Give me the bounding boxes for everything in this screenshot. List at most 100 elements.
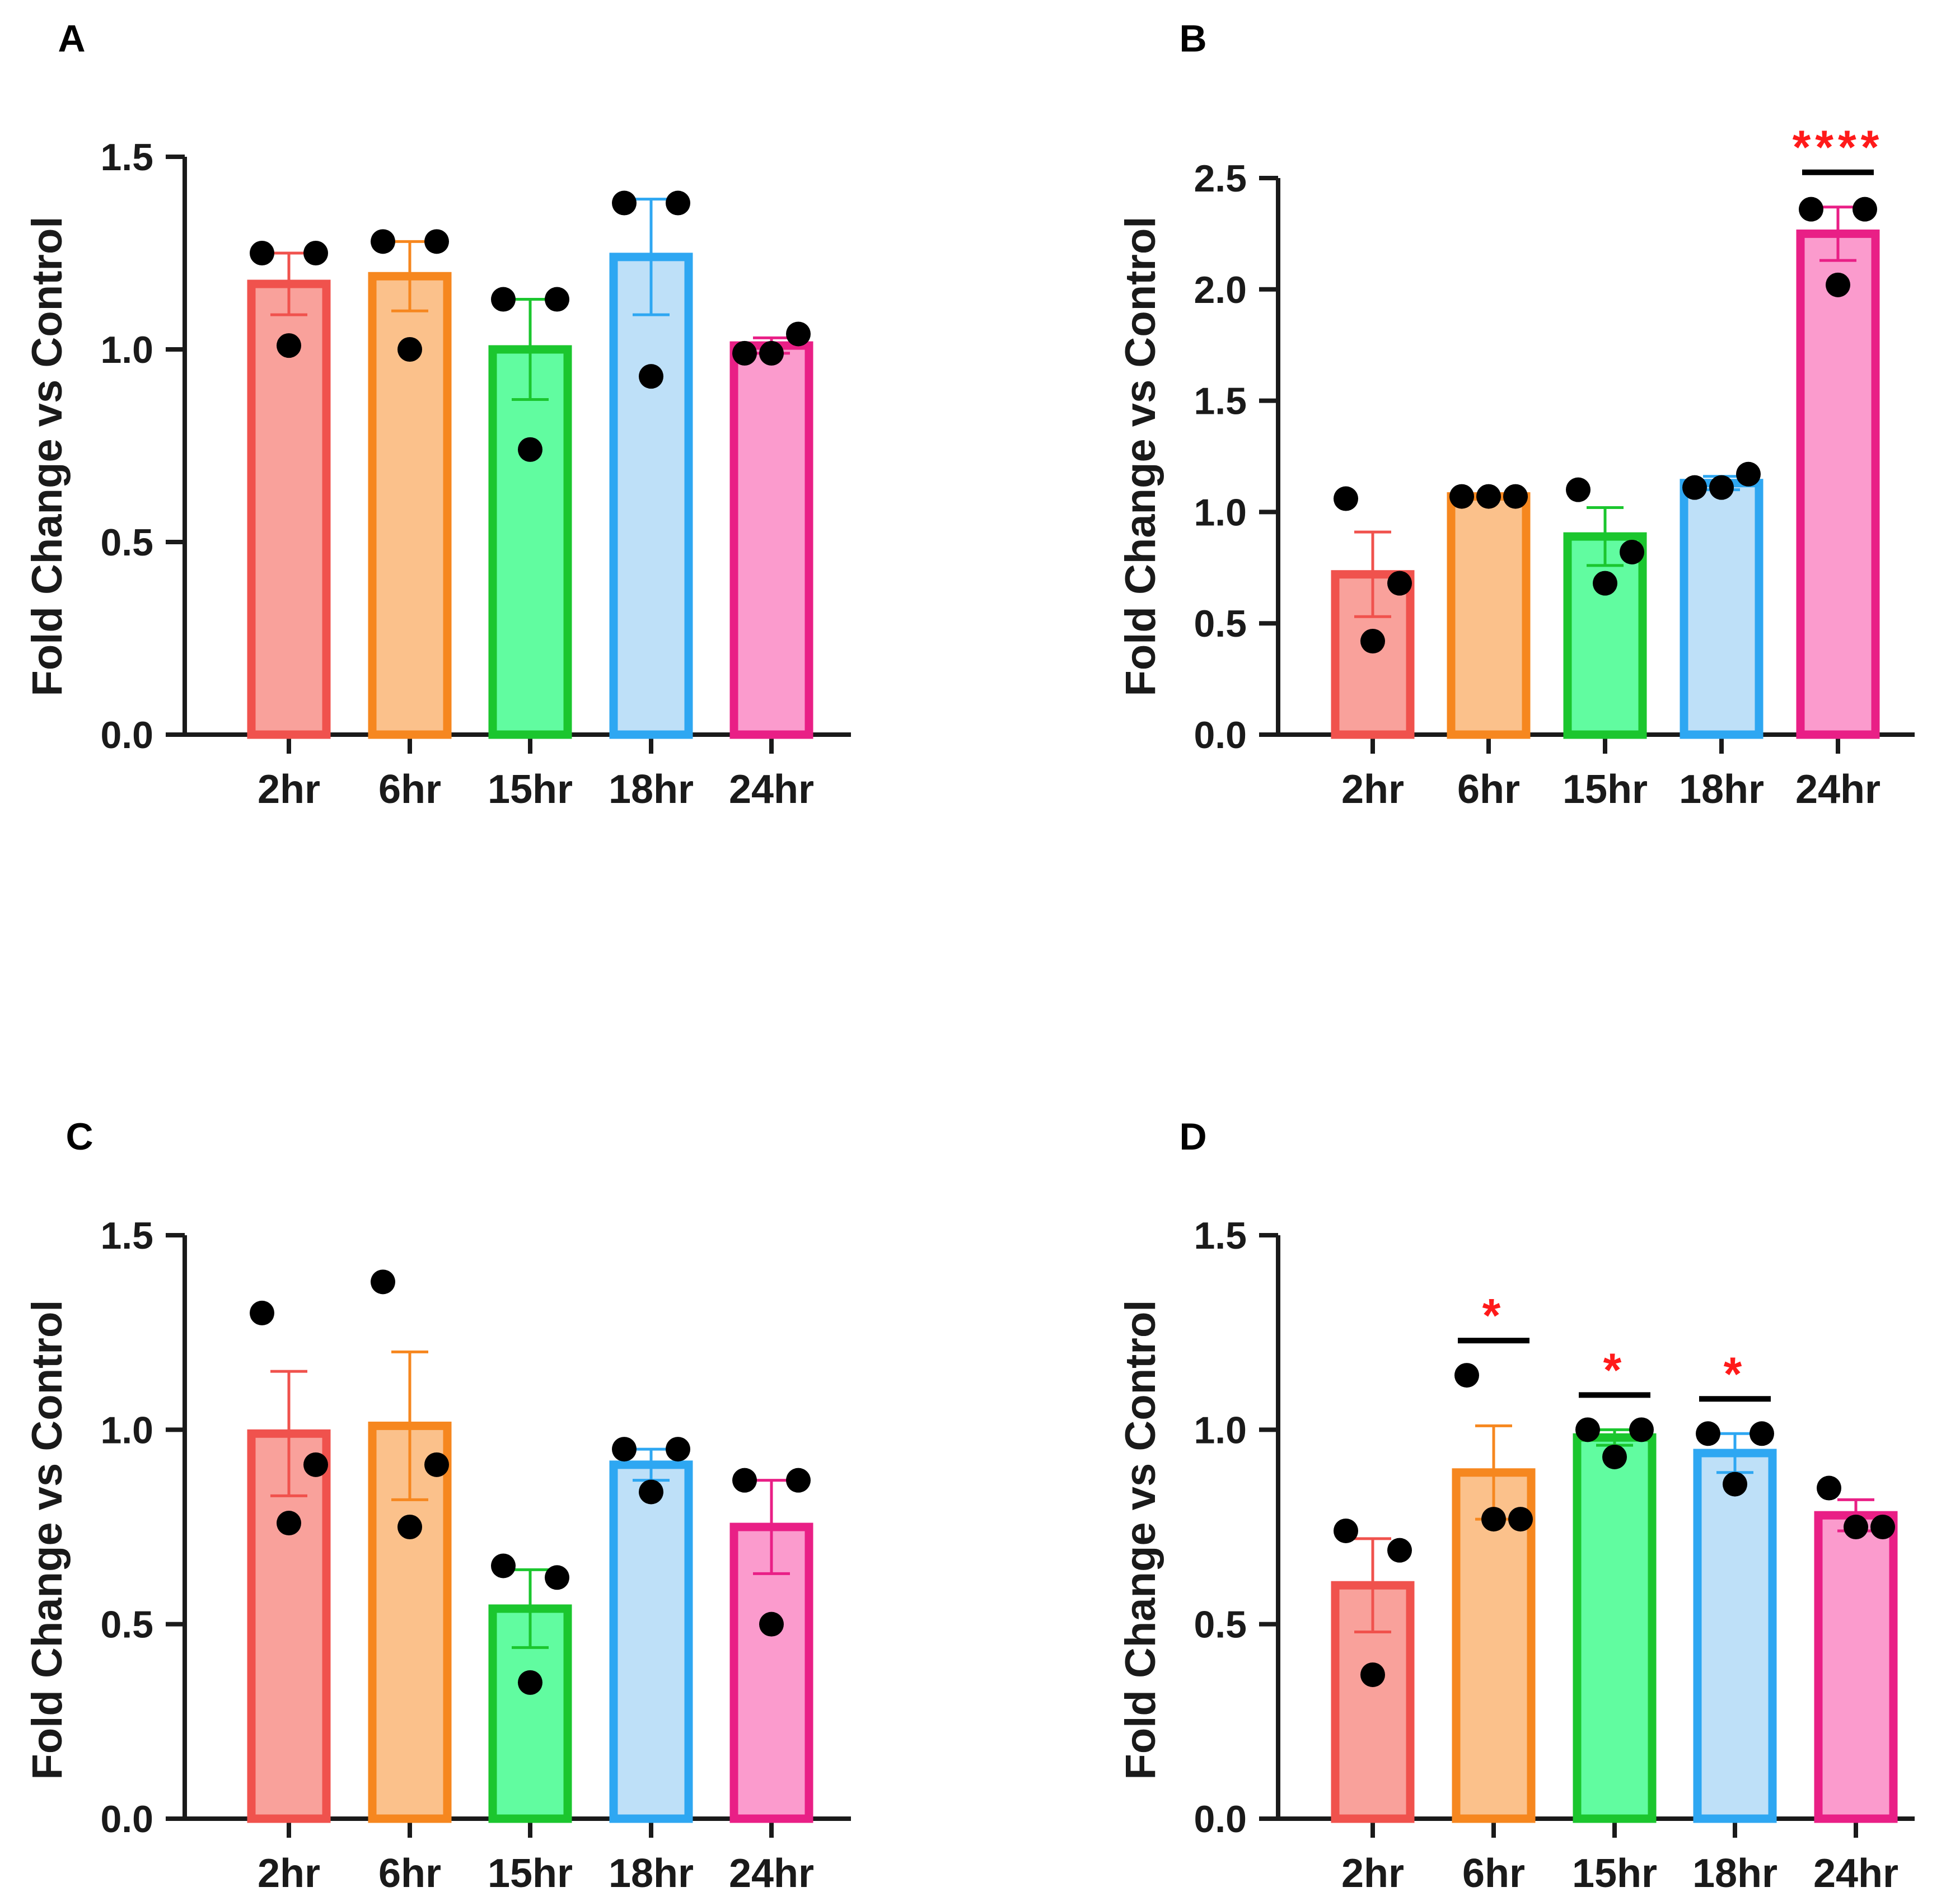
bar-group-6hr: 6hr: [368, 1269, 452, 1896]
bar-group-2hr: 2hr: [247, 1300, 331, 1896]
data-point-18hr: [612, 190, 637, 216]
data-point-2hr: [277, 1511, 301, 1536]
y-tick-label: 1.0: [1194, 491, 1247, 534]
x-tick-label-18hr: 18hr: [1692, 1851, 1777, 1896]
y-tick-label: 1.5: [100, 136, 153, 179]
panel-c: C Fold Change vs Control 0.0 0.5 1.0 1.5 2hr…: [24, 1115, 851, 1896]
y-tick-label: 0.5: [100, 521, 153, 564]
data-point-18hr: [1750, 1421, 1774, 1446]
panel-label-a: A: [58, 17, 85, 60]
panel-label-d: D: [1179, 1115, 1206, 1158]
bar-group-6hr: 6hr: [368, 229, 452, 812]
y-tick-label: 0.5: [1194, 602, 1247, 645]
bar-15hr: [488, 1604, 572, 1823]
x-tick-label-2hr: 2hr: [258, 1851, 320, 1896]
data-point-15hr: [1566, 477, 1591, 502]
significance-asterisks: ****: [1793, 121, 1884, 174]
data-point-15hr: [1575, 1417, 1600, 1442]
data-point-24hr: [786, 321, 811, 347]
bar-group-18hr: 18hr: [1679, 461, 1764, 812]
y-tick-label: 1.5: [100, 1215, 153, 1257]
x-tick-label-15hr: 15hr: [488, 1851, 573, 1896]
data-point-2hr: [1387, 1538, 1412, 1563]
data-point-6hr: [424, 229, 449, 254]
bar-group-24hr: 24hr: [1813, 1475, 1898, 1896]
bar-group-6hr: 6hr: [1447, 484, 1531, 812]
data-point-2hr: [1334, 1518, 1358, 1543]
x-tick-label-24hr: 24hr: [729, 1851, 814, 1896]
x-tick-label-6hr: 6hr: [1457, 767, 1520, 812]
panel-d: D Fold Change vs Control 0.0 0.5 1.0 1.5 2hr…: [1117, 1115, 1915, 1896]
data-point-18hr: [639, 364, 663, 389]
data-point-2hr: [1334, 486, 1358, 511]
x-tick-label-15hr: 15hr: [1572, 1851, 1657, 1896]
panel-b: B Fold Change vs Control 0.0 0.5 1.0 1.5 2.0…: [1117, 17, 1915, 812]
bar-group-18hr: 18hr *: [1692, 1347, 1777, 1896]
data-point-15hr: [1620, 539, 1644, 564]
data-point-15hr: [491, 1553, 516, 1578]
bar-2hr: [247, 279, 331, 739]
x-tick-label-18hr: 18hr: [1679, 767, 1764, 812]
bar-group-18hr: 18hr: [609, 190, 694, 812]
x-tick-label-24hr: 24hr: [1813, 1851, 1898, 1896]
data-point-24hr: [732, 340, 757, 366]
data-point-24hr: [759, 1612, 784, 1637]
data-point-18hr: [639, 1479, 663, 1505]
panel-label-c: C: [66, 1115, 93, 1158]
x-tick-label-2hr: 2hr: [1341, 1851, 1404, 1896]
panel-a: A Fold Change vs Control 0.0 0.5 1.0 1.5 2hr…: [24, 17, 851, 812]
data-point-6hr: [397, 337, 422, 362]
bar-group-24hr: 24hr ****: [1793, 121, 1884, 812]
y-axis-label-a: Fold Change vs Control: [24, 216, 71, 696]
y-tick-label: 1.5: [1194, 1215, 1247, 1257]
data-point-15hr: [518, 437, 542, 462]
bar-24hr: [1796, 229, 1880, 739]
x-tick-label-2hr: 2hr: [1341, 767, 1404, 812]
data-point-2hr: [250, 241, 274, 265]
data-point-15hr: [545, 1565, 569, 1590]
bar-6hr: [1447, 492, 1531, 739]
data-point-18hr: [612, 1437, 637, 1462]
y-tick-label: 1.0: [100, 1409, 153, 1451]
significance-asterisks: *: [1724, 1347, 1747, 1400]
bar-group-6hr: 6hr *: [1452, 1289, 1536, 1896]
data-point-2hr: [250, 1300, 274, 1325]
data-point-15hr: [545, 287, 569, 312]
y-tick-label: 0.0: [100, 1798, 153, 1841]
y-tick-label: 2.0: [1194, 269, 1247, 311]
bar-group-18hr: 18hr: [609, 1437, 694, 1896]
y-tick-label: 1.0: [1194, 1409, 1247, 1451]
data-point-18hr: [1696, 1421, 1720, 1446]
data-point-18hr: [666, 1437, 690, 1462]
data-point-6hr: [1503, 484, 1528, 509]
x-tick-label-6hr: 6hr: [378, 1851, 441, 1896]
bar-24hr: [1814, 1511, 1898, 1823]
x-tick-label-6hr: 6hr: [1462, 1851, 1525, 1896]
data-point-18hr: [1736, 461, 1761, 487]
bar-24hr: [729, 341, 813, 739]
data-point-6hr: [397, 1515, 422, 1539]
data-point-18hr: [1709, 475, 1734, 500]
data-point-18hr: [1723, 1472, 1747, 1497]
x-tick-label-15hr: 15hr: [1563, 767, 1648, 812]
y-axis-label-d: Fold Change vs Control: [1117, 1300, 1164, 1779]
data-point-2hr: [277, 333, 301, 358]
bar-group-15hr: 15hr: [488, 287, 573, 812]
data-point-2hr: [303, 1452, 328, 1477]
bar-group-15hr: 15hr: [488, 1553, 573, 1896]
bar-18hr: [609, 1460, 693, 1823]
x-tick-label-15hr: 15hr: [488, 767, 573, 812]
y-tick-label: 0.5: [1194, 1604, 1247, 1646]
data-point-2hr: [1360, 629, 1385, 654]
data-point-15hr: [1629, 1417, 1654, 1442]
data-point-6hr: [1449, 484, 1474, 509]
data-point-6hr: [1476, 484, 1501, 509]
data-point-6hr: [1481, 1507, 1506, 1532]
significance-asterisks: *: [1603, 1343, 1626, 1396]
x-tick-label-18hr: 18hr: [609, 767, 694, 812]
data-point-6hr: [1454, 1363, 1479, 1388]
data-point-15hr: [1602, 1444, 1627, 1469]
bar-group-2hr: 2hr: [247, 241, 331, 812]
data-point-2hr: [1360, 1662, 1385, 1687]
